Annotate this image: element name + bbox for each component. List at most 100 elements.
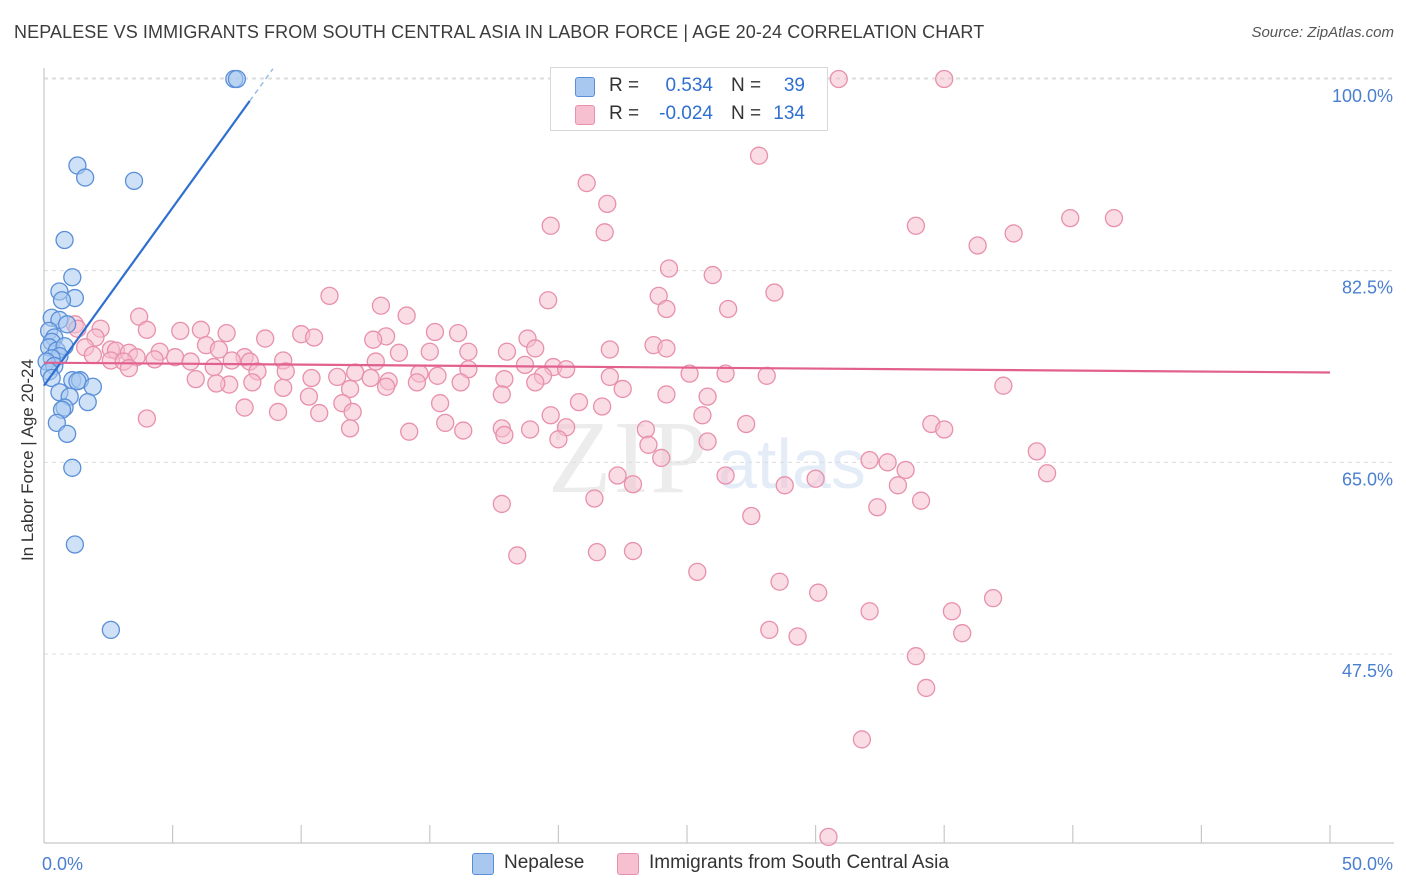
immigrants-point: [520, 420, 540, 439]
immigrants-point: [538, 291, 558, 310]
nepalese-point: [63, 268, 82, 287]
immigrants-point: [652, 448, 671, 468]
immigrants-point: [302, 368, 321, 388]
immigrants-trend-line: [43, 361, 1331, 374]
immigrants-point: [742, 506, 761, 526]
immigrants-point: [541, 406, 560, 425]
immigrants-point: [459, 342, 478, 361]
immigrants-point: [608, 466, 627, 485]
immigrants-point: [268, 402, 288, 422]
immigrants-point: [361, 368, 380, 388]
immigrants-point: [448, 323, 468, 343]
immigrants-point: [906, 647, 926, 666]
immigrants-point: [860, 602, 879, 621]
immigrants-point: [911, 491, 931, 510]
immigrants-point: [942, 602, 962, 621]
nepalese-point: [57, 424, 77, 444]
immigrants-point: [852, 730, 872, 749]
immigrants-point: [636, 420, 655, 439]
immigrants-point: [760, 620, 779, 640]
immigrants-point: [569, 392, 589, 412]
immigrants-point: [492, 385, 511, 404]
immigrants-point: [693, 406, 712, 425]
immigrants-point: [526, 373, 545, 392]
immigrants-point: [595, 223, 614, 242]
immigrants-point: [806, 469, 825, 488]
immigrants-point: [613, 379, 632, 399]
immigrants-point: [860, 450, 879, 470]
nepalese-point: [63, 458, 82, 477]
immigrants-point: [541, 216, 560, 235]
immigrants-point: [698, 432, 717, 451]
legend-swatch-immigrants: [617, 853, 639, 875]
nepalese-trend-extension: [249, 68, 274, 102]
nepalese-point: [65, 535, 85, 554]
immigrants-point: [598, 194, 617, 214]
immigrants-point: [878, 453, 897, 472]
legend-r-value: 0.534: [665, 75, 713, 96]
immigrants-point: [1027, 442, 1046, 461]
immigrants-point: [274, 378, 293, 398]
immigrants-point: [659, 259, 679, 278]
nepalese-point: [83, 377, 103, 396]
immigrants-point: [186, 369, 205, 389]
immigrants-point: [145, 350, 164, 369]
nepalese-points: [37, 69, 247, 640]
immigrants-point: [328, 367, 347, 387]
immigrants-point: [600, 367, 619, 387]
immigrants-point: [906, 216, 926, 235]
immigrants-point: [204, 357, 223, 377]
immigrants-point: [430, 394, 450, 413]
legend-n-value: 39: [783, 75, 805, 96]
immigrants-point: [492, 494, 511, 514]
immigrants-point: [757, 366, 776, 385]
immigrants-point: [366, 352, 385, 371]
legend-label-nepalese: Nepalese: [504, 852, 585, 873]
nepalese-point: [57, 315, 77, 334]
immigrants-point: [340, 419, 360, 438]
immigrants-point: [428, 366, 447, 385]
legend-swatch-nepalese: [575, 77, 595, 97]
nepalese-point: [124, 171, 144, 191]
immigrants-point: [765, 283, 784, 302]
immigrants-point: [495, 425, 514, 445]
immigrants-point: [299, 387, 319, 406]
legend-row-nepalese: R = 0.534 N = 39: [551, 73, 827, 101]
immigrants-point: [639, 435, 658, 454]
immigrants-point: [304, 328, 324, 347]
immigrants-point: [420, 342, 439, 361]
immigrants-point: [680, 364, 699, 383]
immigrants-point: [256, 329, 275, 348]
immigrants-point: [585, 489, 604, 508]
immigrants-point: [994, 376, 1013, 395]
legend-swatch-nepalese: [472, 853, 494, 875]
legend-n-label: N =: [731, 75, 762, 96]
nepalese-point: [76, 168, 95, 187]
immigrants-point: [983, 588, 1003, 608]
nepalese-point: [101, 620, 121, 640]
trend-lines: [43, 68, 1331, 387]
nepalese-point: [68, 372, 87, 391]
immigrants-point: [917, 678, 936, 698]
immigrants-point: [515, 355, 535, 375]
immigrants-point: [587, 542, 607, 562]
immigrants-point: [657, 299, 676, 319]
immigrants-point: [775, 476, 794, 495]
immigrants-point: [953, 624, 972, 643]
watermark-zip: ZIP: [548, 400, 710, 515]
nepalese-point: [227, 69, 247, 89]
immigrants-point: [310, 403, 329, 423]
immigrants-point: [935, 69, 954, 89]
legend-r-label: R =: [609, 103, 640, 124]
immigrants-point: [737, 414, 756, 434]
axes: [43, 68, 1394, 844]
y-axis-label: In Labor Force | Age 20-24: [18, 359, 37, 561]
nepalese-trend-line: [43, 100, 251, 387]
immigrants-point: [577, 173, 596, 193]
legend-row-immigrants: R = -0.024 N = 134: [551, 101, 827, 129]
immigrants-point: [451, 373, 470, 392]
y-tick-label: 47.5%: [1342, 661, 1393, 681]
immigrants-point: [829, 69, 848, 89]
immigrants-point: [1004, 224, 1023, 243]
legend-swatch-immigrants: [575, 105, 595, 125]
